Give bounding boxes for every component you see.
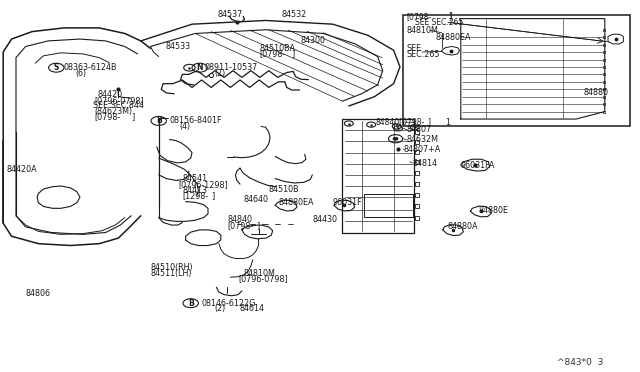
Text: [0798-: [0798- (406, 12, 431, 21)
Text: 84537: 84537 (218, 10, 243, 19)
Text: 84880EA: 84880EA (278, 198, 314, 207)
Text: 84420: 84420 (97, 90, 122, 99)
Text: 08146-6122G: 08146-6122G (202, 299, 256, 308)
Text: 08363-6124B: 08363-6124B (64, 63, 118, 72)
Text: 84880E: 84880E (479, 206, 509, 215)
Text: [0798-: [0798- (95, 112, 121, 121)
Text: ^843*0  3: ^843*0 3 (557, 358, 603, 367)
Text: ]: ] (291, 49, 294, 58)
Text: 84510B: 84510B (269, 185, 300, 194)
Text: 08911-10537: 08911-10537 (205, 63, 258, 72)
Text: (2): (2) (214, 69, 226, 78)
Bar (342, 119, 414, 232)
Text: S: S (54, 63, 59, 72)
Text: [0796-1298]: [0796-1298] (178, 180, 228, 189)
Text: 84806: 84806 (26, 289, 51, 298)
Text: 84880: 84880 (584, 88, 609, 97)
Text: ]: ] (428, 118, 431, 126)
Text: 84430: 84430 (312, 215, 337, 224)
Text: 08156-8401F: 08156-8401F (170, 116, 222, 125)
Text: 84300: 84300 (301, 36, 326, 45)
Text: SEE: SEE (406, 44, 422, 53)
Text: SEE SEC.265: SEE SEC.265 (415, 18, 463, 27)
Text: 84420A: 84420A (6, 165, 37, 174)
Text: 84632M: 84632M (406, 135, 438, 144)
Text: [0798-: [0798- (227, 221, 253, 230)
Text: 84532: 84532 (282, 10, 307, 19)
Text: (6): (6) (76, 69, 86, 78)
Text: SEE SEC.844: SEE SEC.844 (93, 101, 143, 110)
Text: 84510BA: 84510BA (260, 44, 296, 53)
Text: 1: 1 (445, 118, 450, 126)
Text: (84623M): (84623M) (95, 107, 133, 116)
Text: 84840[0798-: 84840[0798- (375, 118, 424, 126)
Bar (403, 15, 630, 126)
Text: 84533: 84533 (165, 42, 190, 51)
Text: ]: ] (211, 192, 214, 201)
Text: B: B (156, 116, 161, 125)
Text: 84614: 84614 (240, 304, 265, 313)
Text: [0798-: [0798- (260, 49, 286, 58)
Text: ]: ] (131, 112, 134, 121)
Text: 84541: 84541 (182, 174, 207, 183)
Text: [1298-: [1298- (182, 192, 209, 201)
Text: 84810M: 84810M (406, 26, 438, 35)
Text: 84840: 84840 (227, 215, 252, 224)
Text: 84880A: 84880A (448, 222, 479, 231)
Text: 84810M: 84810M (243, 269, 275, 278)
Text: [0796-0798]: [0796-0798] (238, 275, 288, 283)
Bar (364, 194, 413, 217)
Text: 84413: 84413 (182, 186, 207, 195)
Text: [0796-0798]: [0796-0798] (95, 96, 145, 105)
Text: 84814: 84814 (413, 159, 438, 168)
Text: 96031FA: 96031FA (461, 161, 495, 170)
Text: 1: 1 (448, 12, 452, 21)
Text: (4): (4) (179, 122, 190, 131)
Text: 84880EA: 84880EA (435, 33, 470, 42)
Text: B: B (188, 299, 193, 308)
Text: (2): (2) (214, 304, 226, 313)
Text: 84510(RH): 84510(RH) (150, 263, 193, 272)
Circle shape (393, 137, 398, 140)
Text: 84807: 84807 (406, 125, 431, 134)
Text: ]: ] (448, 12, 451, 21)
Text: ]: ] (256, 221, 259, 230)
Text: 84511(LH): 84511(LH) (150, 269, 192, 278)
Text: N: N (196, 63, 203, 72)
Text: 96031F: 96031F (333, 198, 362, 207)
Text: SEC.265: SEC.265 (406, 50, 440, 59)
Text: 84640: 84640 (243, 195, 268, 204)
Text: 84807+A: 84807+A (403, 145, 440, 154)
